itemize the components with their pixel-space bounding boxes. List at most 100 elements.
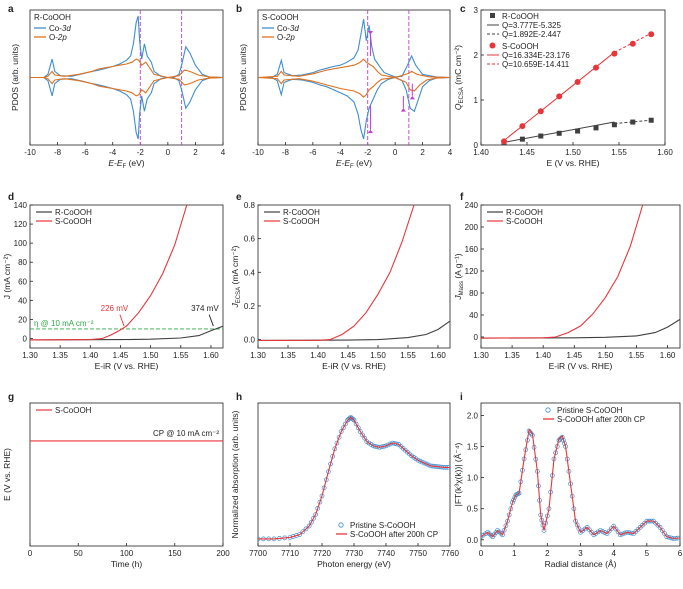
data-point-open-circle <box>362 435 368 441</box>
legend-title: R-CoOOH <box>34 13 71 22</box>
y-tick-label: 1 <box>474 96 479 105</box>
data-point-open-circle <box>338 429 344 434</box>
x-tick-label: 1.50 <box>598 351 614 360</box>
x-tick-label: 50 <box>74 549 83 558</box>
panel-label-i: i <box>460 392 463 403</box>
spin-arrow-head <box>367 31 373 35</box>
x-tick-label: 1.40 <box>83 351 99 360</box>
x-tick-label: 7710 <box>281 549 299 558</box>
x-axis-label: Photon energy (eV) <box>317 559 391 569</box>
x-tick-label: 0 <box>393 148 398 157</box>
panel-label-e: e <box>236 192 242 203</box>
legend-a: R-CoOOH Co-3dO-2p <box>34 13 71 42</box>
x-tick-label: -2 <box>137 148 145 157</box>
y-tick-label: 0.6 <box>244 235 256 244</box>
data-point-open-circle <box>351 417 357 423</box>
series-line-black <box>258 320 450 341</box>
data-point-open-circle <box>481 534 484 540</box>
x-tick-label: 4 <box>221 148 226 157</box>
x-tick-label: 1.30 <box>250 351 266 360</box>
data-point-circle <box>629 40 636 47</box>
y-axis-label: |FT(k³χ(k))| (Å⁻⁴) <box>453 442 463 506</box>
y-tick-label: 1.5 <box>467 443 479 452</box>
data-point-circle <box>611 50 618 57</box>
legend-entry: R-CoOOH <box>502 12 539 21</box>
data-point-open-circle <box>313 512 318 517</box>
legend-entry: Q=1.892E-2.447 <box>502 30 561 39</box>
legend-entry: Q=16.334E-23.176 <box>502 51 570 60</box>
x-tick-label: 2 <box>193 148 198 157</box>
x-axis-label: E-EF (eV) <box>336 158 372 170</box>
x-tick-label: 100 <box>120 549 134 558</box>
y-tick-label: 0.0 <box>244 336 256 345</box>
x-tick-label: 1.55 <box>629 351 645 360</box>
x-tick-label: -10 <box>24 148 36 157</box>
series-line-red <box>481 428 680 540</box>
data-point-circle <box>537 108 544 115</box>
y-tick-label: 20 <box>18 315 27 324</box>
y-axis-label: J (mA cm⁻²) <box>2 254 12 300</box>
x-tick-label: 1.60 <box>430 351 446 360</box>
panel-label-g: g <box>8 392 14 403</box>
y-tick-label: 2 <box>474 51 479 60</box>
y-tick-label: 120 <box>465 267 479 276</box>
legend-entry: Q=10.659E-14.411 <box>502 60 570 69</box>
x-tick-label: 1.50 <box>565 148 581 157</box>
y-axis-label: JECSA (mA cm⁻²) <box>230 245 242 308</box>
data-point-square <box>648 117 654 123</box>
x-tick-label: -6 <box>82 148 90 157</box>
x-tick-label: 150 <box>168 549 182 558</box>
data-point-open-circle <box>511 497 516 503</box>
y-axis-label: PDOS (arb. units) <box>238 44 248 111</box>
data-point-open-circle <box>613 526 619 532</box>
y-tick-label: 100 <box>14 239 28 248</box>
x-tick-label: 1.45 <box>566 351 582 360</box>
x-axis-label: E-iR (V vs. RHE) <box>549 361 613 371</box>
series-line-orange <box>30 58 223 79</box>
data-point-open-circle <box>600 529 605 534</box>
plot-frame-f <box>480 204 681 349</box>
y-tick-label: 40 <box>469 311 478 320</box>
data-point-open-circle <box>422 460 427 466</box>
legend-entry: O-2p <box>277 33 295 42</box>
data-point-open-circle <box>308 519 314 525</box>
y-tick-label: 0 <box>474 333 479 342</box>
x-axis-label: E (V vs. RHE) <box>547 158 600 168</box>
legend-entry: R-CoOOH <box>506 208 543 217</box>
x-tick-label: 1.50 <box>143 351 159 360</box>
y-tick-label: 2.0 <box>467 411 479 420</box>
series-line-red <box>30 205 188 341</box>
data-point-open-circle <box>598 528 603 533</box>
x-tick-label: 1.55 <box>400 351 416 360</box>
x-tick-label: 1.40 <box>310 351 326 360</box>
data-point-open-circle <box>424 461 429 467</box>
plot-frame-g <box>29 402 224 547</box>
panel-b: b -10 -8 -6 -4 -2 0 2 4 E-EF (eV) PDOS (arb. units… <box>236 4 453 170</box>
series-line-black <box>30 325 223 341</box>
series-line-mirror-orange <box>30 76 223 97</box>
data-point-open-circle <box>657 524 663 530</box>
series-line-red <box>481 205 644 339</box>
series-line-orange <box>258 58 450 79</box>
data-point-open-circle <box>419 459 425 465</box>
legend-entry: S-CoOOH after 200h CP <box>557 415 645 424</box>
y-axis-label: QECSA (mC cm⁻²) <box>453 45 465 110</box>
x-tick-label: -8 <box>54 148 62 157</box>
legend-entry: S-CoOOH <box>55 217 92 226</box>
data-point-circle <box>648 31 655 38</box>
legend-entry: Co-3d <box>277 24 299 33</box>
panel-e: e 1.30 1.35 1.40 1.45 1.50 1.55 1.60 0.0 0.2 0.4 0.… <box>230 192 451 371</box>
annotation-label: CP @ 10 mA cm⁻² <box>153 429 219 438</box>
legend-entry: Q=3.777E-5.325 <box>502 21 561 30</box>
y-tick-label: 1.0 <box>467 474 479 483</box>
x-tick-label: 1.30 <box>22 351 38 360</box>
y-tick-label: 60 <box>18 277 27 286</box>
y-tick-label: 0.2 <box>244 302 256 311</box>
panel-label-d: d <box>8 192 14 203</box>
legend-marker <box>490 13 495 18</box>
y-tick-label: 3 <box>474 6 479 15</box>
data-point-open-circle <box>340 425 346 431</box>
data-point-open-circle <box>664 534 670 540</box>
y-axis-label: JMass (A g⁻¹) <box>453 253 465 300</box>
